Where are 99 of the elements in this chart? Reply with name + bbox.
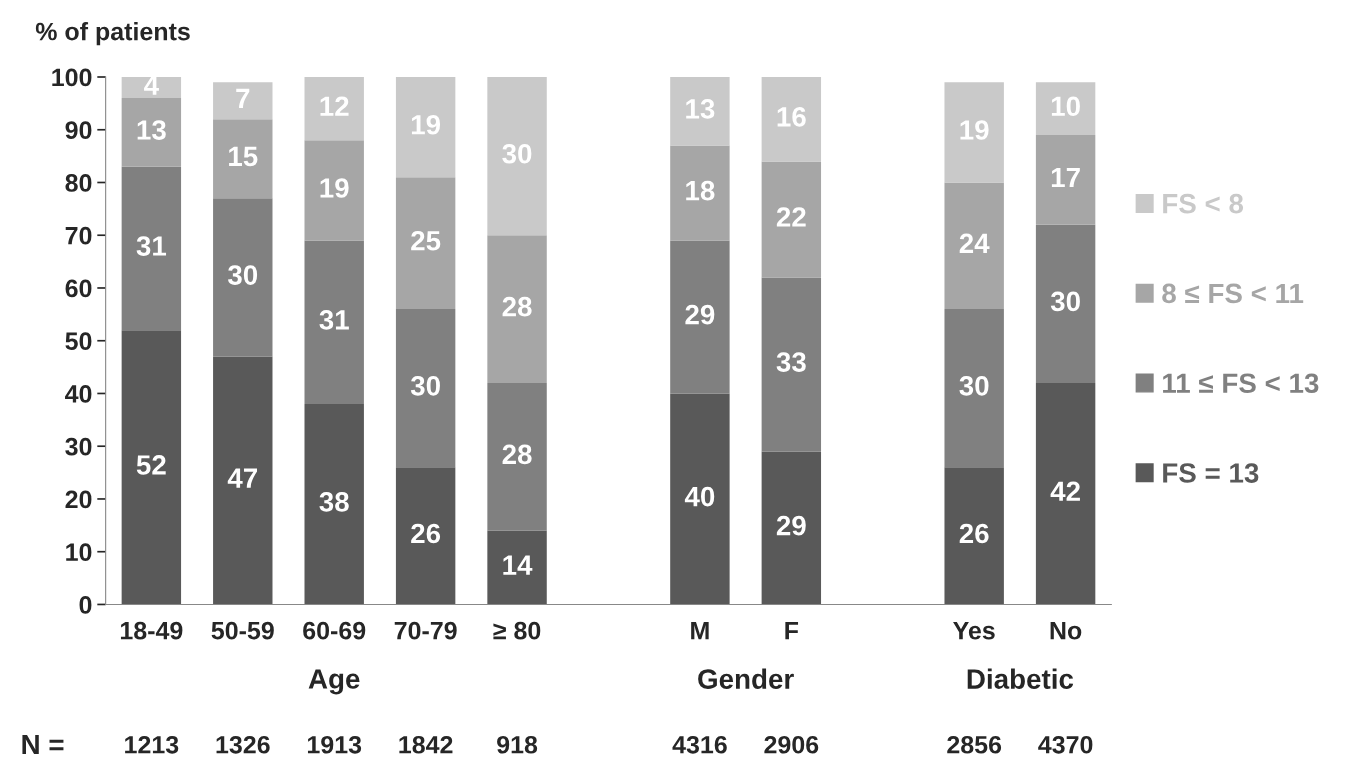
text: N =	[22, 734, 64, 755]
y-tick-label: 0	[79, 596, 92, 614]
bar	[761, 277, 822, 452]
data-label: 17	[1051, 167, 1080, 188]
y-tick-label: 90	[65, 121, 92, 140]
y-tick-label: 60	[65, 279, 92, 298]
bar	[487, 530, 547, 605]
bar	[487, 77, 547, 236]
text: Age	[308, 669, 360, 695]
text: 4316	[672, 735, 727, 754]
bar	[395, 177, 456, 310]
data-label: 30	[227, 265, 258, 285]
data-label: 26	[959, 523, 989, 544]
x-tick-label: No	[1050, 622, 1082, 640]
bar	[304, 404, 364, 605]
data-label: 26	[411, 523, 441, 544]
text: 1842	[399, 735, 453, 754]
bar	[944, 82, 1004, 183]
data-label: 52	[136, 455, 166, 475]
data-label: 31	[136, 236, 167, 256]
bar	[944, 467, 1004, 605]
data-label: 28	[502, 296, 532, 317]
legend-label: 8 ≤ FS < 11	[1162, 283, 1304, 304]
bar	[213, 119, 273, 199]
data-label: 15	[229, 146, 258, 167]
x-tick-label: F	[785, 622, 799, 640]
legend-label: 11 ≤ FS < 13	[1163, 373, 1319, 394]
bar	[670, 77, 730, 146]
text: 918	[497, 735, 538, 754]
y-tick-label: 100	[52, 68, 92, 87]
bar	[1035, 382, 1096, 605]
y-tick-label: 30	[65, 437, 92, 456]
data-label: 30	[959, 375, 989, 396]
text: 4370	[1038, 735, 1093, 754]
data-label: 28	[502, 444, 532, 465]
data-label: 42	[1050, 481, 1080, 501]
bar	[213, 356, 273, 605]
text: Diabetic	[967, 668, 1074, 689]
bar	[761, 77, 822, 162]
bar	[487, 382, 547, 531]
data-label: 18	[686, 180, 715, 201]
data-label: 30	[1050, 291, 1080, 312]
data-label: 14	[503, 555, 533, 575]
bar	[761, 451, 822, 605]
bar	[121, 330, 182, 605]
bar	[670, 240, 730, 394]
y-tick-label: 10	[66, 543, 92, 562]
y-tick-label: 70	[65, 226, 92, 245]
bar	[944, 182, 1004, 310]
bar	[487, 235, 547, 383]
x-tick-label: 70-79	[394, 621, 457, 640]
legend-label: FS = 13	[1163, 463, 1259, 483]
y-axis-title: % of patients	[35, 22, 190, 46]
x-tick-label: Yes	[953, 622, 995, 640]
y-tick-label: 40	[65, 385, 92, 403]
x-tick-label: 50-59	[211, 621, 274, 640]
bar	[1035, 224, 1096, 383]
bar	[944, 309, 1004, 468]
bar	[1035, 135, 1096, 225]
bar	[213, 82, 273, 120]
bar	[1035, 82, 1096, 136]
bar	[304, 140, 364, 241]
text: 1326	[216, 735, 270, 754]
data-label: 13	[137, 120, 166, 140]
bar	[121, 98, 182, 167]
text: 1913	[307, 735, 362, 754]
y-tick-label: 20	[65, 490, 92, 509]
x-tick-label: M	[691, 622, 709, 640]
data-label: 33	[776, 352, 806, 372]
x-tick-label: 60-69	[303, 621, 366, 640]
text: Gender	[698, 668, 794, 689]
text: 2906	[764, 735, 819, 754]
bar	[395, 77, 456, 178]
y-tick-label: 80	[65, 174, 92, 192]
data-label: 25	[411, 230, 441, 251]
data-label: 47	[227, 468, 258, 488]
x-tick-label: ≥ 80	[493, 621, 541, 640]
x-tick-label: 18-49	[120, 621, 183, 640]
data-label: 19	[320, 178, 349, 198]
data-label: 31	[319, 310, 349, 330]
data-label: 40	[684, 486, 715, 507]
bar	[395, 467, 456, 605]
bar	[761, 161, 822, 278]
data-label: 38	[319, 492, 349, 512]
data-label: 29	[776, 515, 806, 536]
text: 1213	[125, 735, 179, 754]
bar	[121, 166, 182, 331]
bar	[304, 77, 364, 141]
data-label: 24	[959, 233, 990, 253]
bar	[670, 145, 730, 241]
data-label: 29	[685, 304, 715, 325]
data-label: 30	[410, 375, 440, 396]
data-label: 22	[776, 207, 806, 227]
bar	[670, 393, 730, 605]
bar	[304, 240, 364, 405]
bar	[213, 198, 273, 357]
y-tick-label: 50	[65, 332, 92, 351]
text: 2856	[947, 735, 1002, 754]
bar	[395, 309, 456, 468]
